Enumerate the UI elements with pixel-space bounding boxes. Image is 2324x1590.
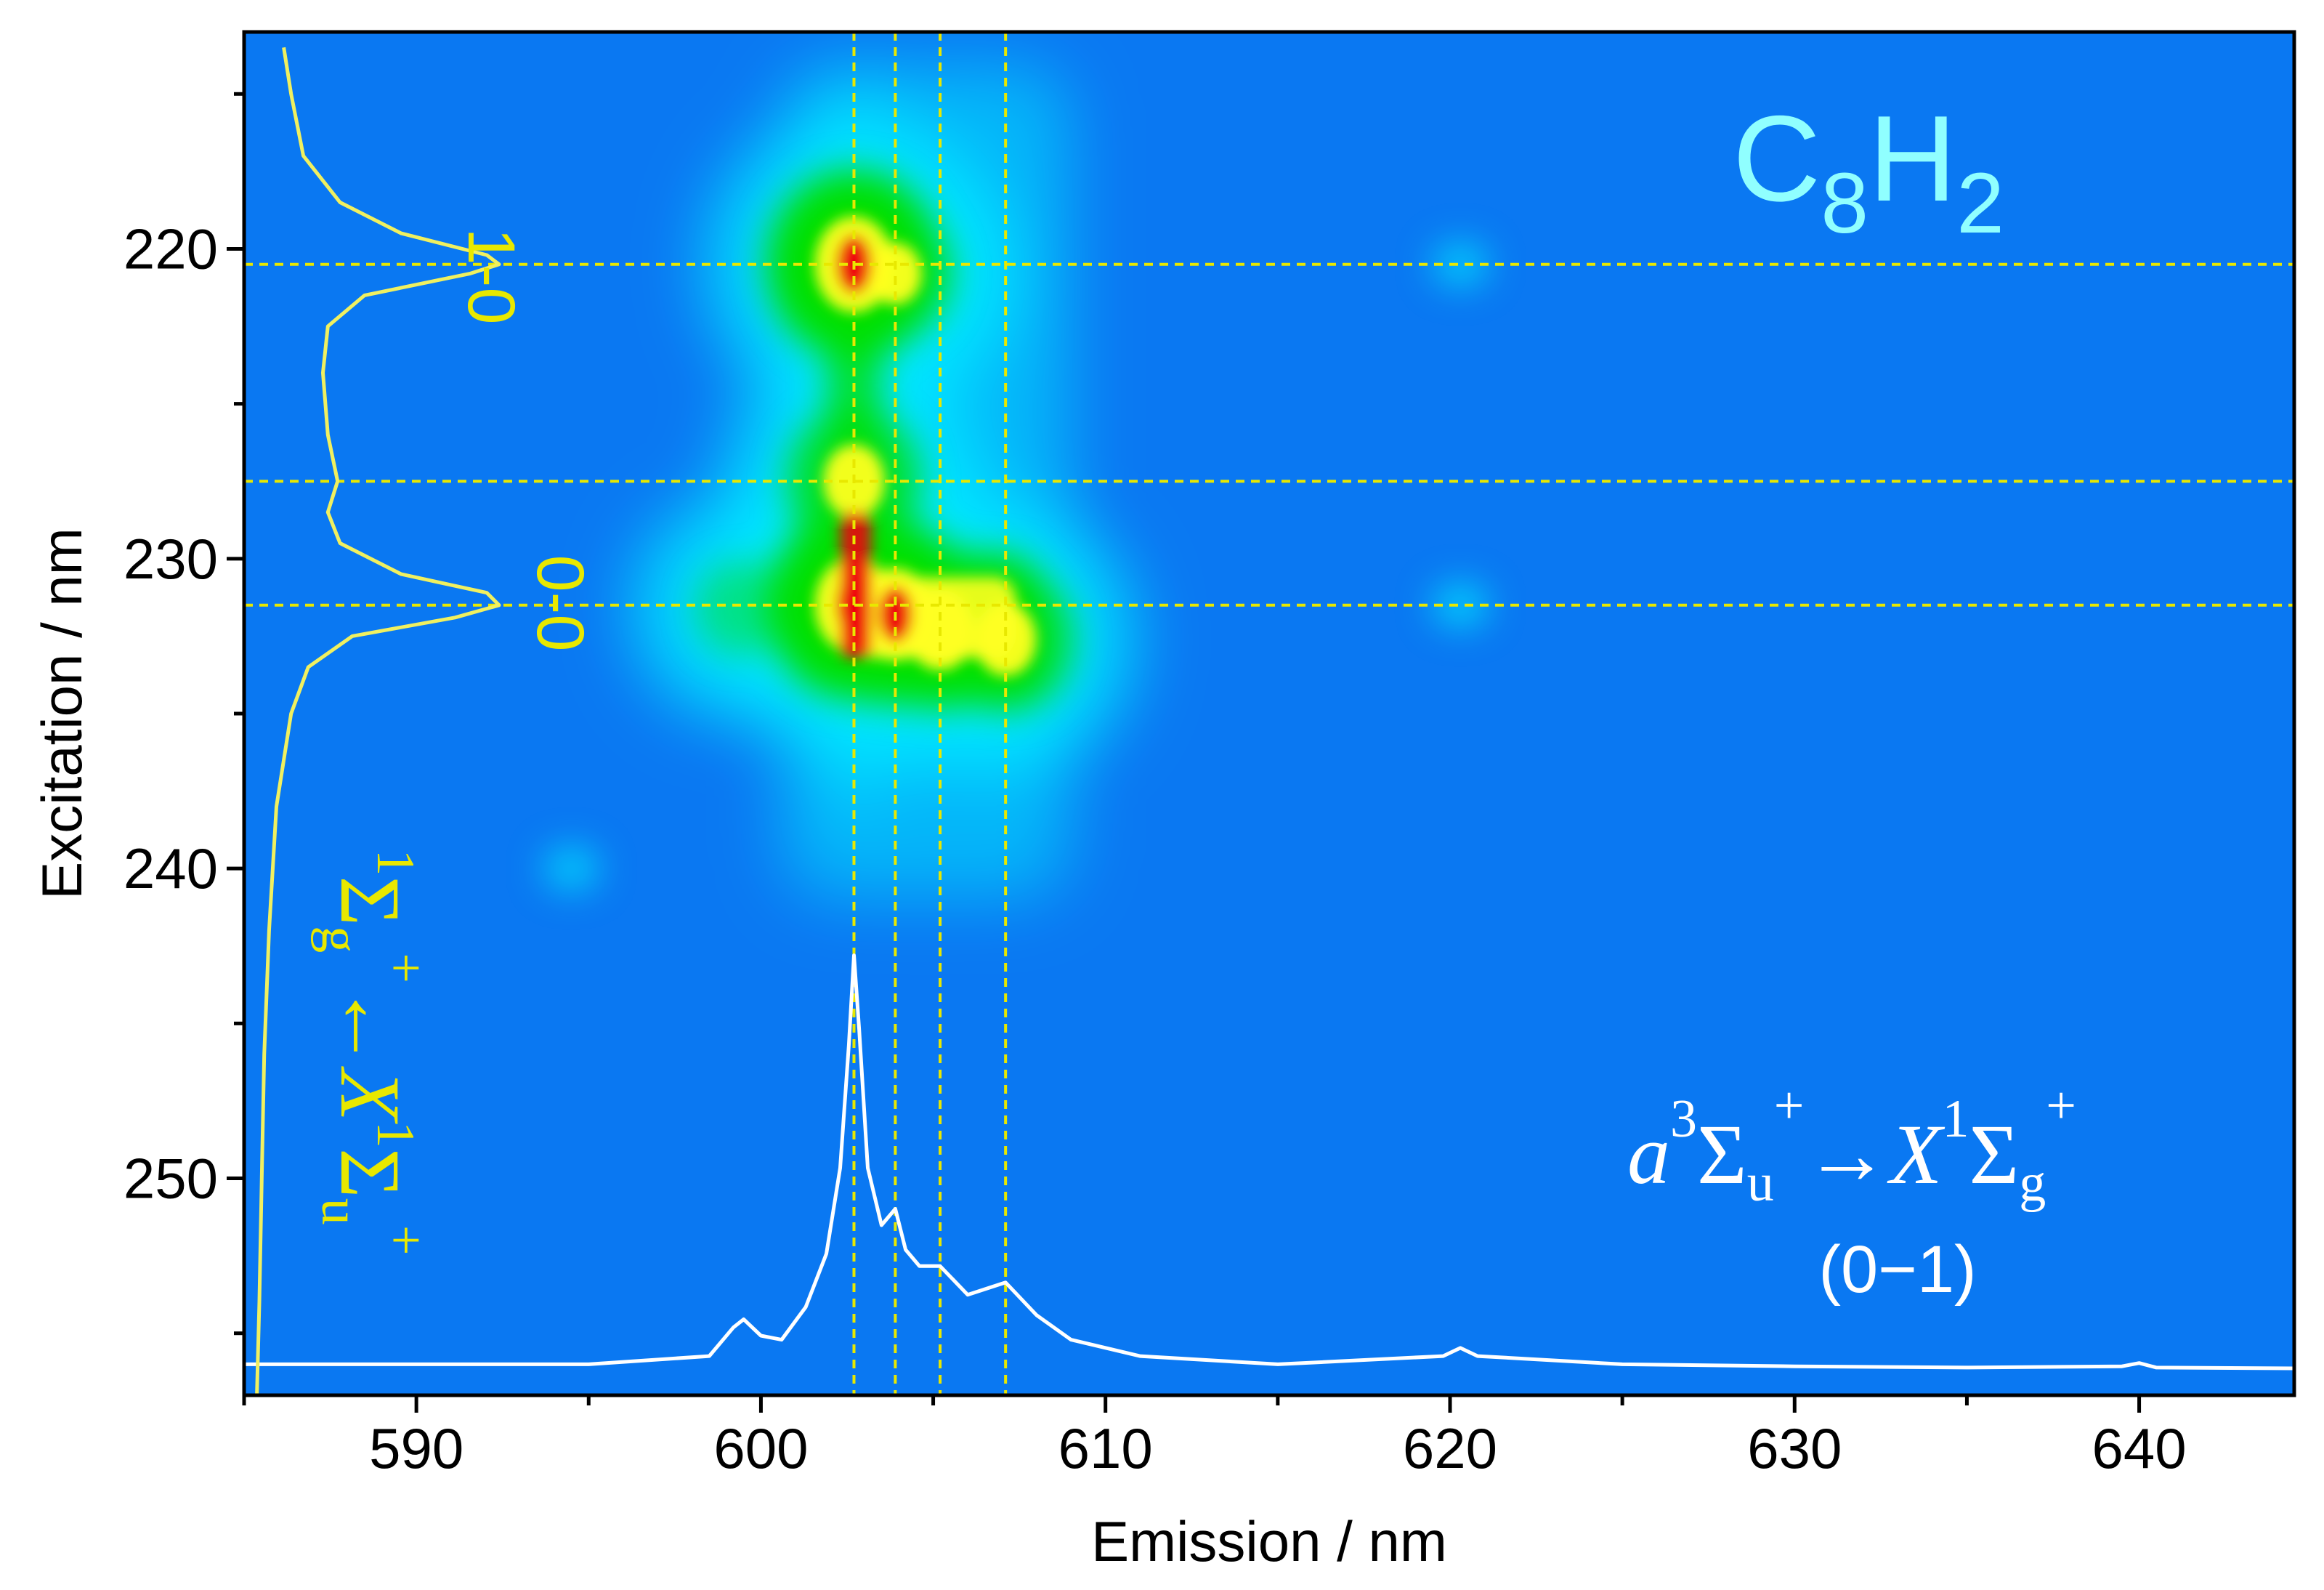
formula-h: H [1868, 90, 1956, 227]
em-sign-1: + [1774, 1076, 1805, 1136]
exc-x: X [323, 1066, 418, 1124]
em-sigma-1: Σ [1697, 1107, 1747, 1202]
x-axis-label: Emission / nm [1091, 1509, 1447, 1573]
heat-weak-spot [1431, 581, 1490, 629]
x-tick-label: 610 [1058, 1416, 1153, 1480]
exc-arrow: ← [323, 983, 418, 1069]
x-tick-label: 590 [369, 1416, 463, 1480]
y-tick-label: 230 [124, 527, 218, 591]
guide-lines [244, 32, 2294, 1395]
em-sub-u: u [1747, 1153, 1774, 1213]
formula-c: C [1733, 90, 1821, 227]
heat-weak-spot [542, 845, 601, 892]
excitation-spectrum-line [255, 47, 501, 1395]
molecule-formula: C8H2 [1733, 90, 2004, 251]
x-tick-label: 620 [1403, 1416, 1497, 1480]
heat-weak-spot [1431, 241, 1490, 288]
y-tick-label: 220 [124, 217, 218, 281]
formula-sub-8: 8 [1821, 156, 1868, 251]
exc-upper-sup: 1 [365, 1121, 425, 1148]
exc-lower-sup: 1 [365, 850, 425, 876]
exc-upper-sub: u [310, 1198, 370, 1225]
em-x: X [1887, 1107, 1945, 1202]
em-arrow: → [1804, 1107, 1890, 1202]
x-tick-label: 640 [2092, 1416, 2187, 1480]
peak-label-1-0: 1-0 [454, 228, 528, 325]
emission-band-label: (0−1) [1818, 1232, 1976, 1307]
x-tick-label: 630 [1747, 1416, 1842, 1480]
emission-transition-label: a3Σu+→X1Σg+ [1627, 1076, 2076, 1213]
heat-green-spot [695, 561, 785, 656]
emission-spectrum-line [244, 953, 2294, 1371]
heat-weak-spots [542, 241, 1490, 892]
axes: 590 600 610 620 630 640 220 230 240 250 [124, 92, 2187, 1480]
plot-area [242, 30, 2296, 1397]
em-sup-1: 1 [1943, 1089, 1969, 1149]
svg-text:1Σg+←X1Σu+: 1Σg+←X1Σu+ [310, 850, 435, 1256]
exc-lower-sign: + [376, 953, 435, 983]
exc-lower-sub: g [310, 926, 370, 953]
em-a: a [1627, 1107, 1670, 1202]
exc-upper-sigma: Σ [323, 1148, 418, 1198]
em-sup-3: 3 [1670, 1089, 1697, 1149]
y-tick-label: 250 [124, 1147, 218, 1211]
heat-yellow-spot [869, 242, 922, 305]
peak-label-0-0: 0-0 [523, 555, 597, 652]
em-sigma-2: Σ [1969, 1107, 2020, 1202]
formula-sub-2: 2 [1956, 156, 2004, 251]
spectra-traces [244, 47, 2294, 1395]
excitation-transition-label: 1Σg+←X1Σu+ [310, 850, 435, 1256]
exc-upper-sign: + [376, 1225, 435, 1256]
heat-yellow-band [836, 577, 1016, 658]
heat-red-column [840, 512, 872, 658]
em-sub-g: g [2019, 1153, 2046, 1213]
exc-lower-sigma: Σ [323, 876, 418, 927]
x-tick-label: 600 [713, 1416, 808, 1480]
y-tick-label: 240 [124, 836, 218, 900]
plot-background [244, 32, 2294, 1395]
em-sign-2: + [2046, 1076, 2076, 1136]
y-axis-label: Excitation / nm [30, 528, 94, 900]
